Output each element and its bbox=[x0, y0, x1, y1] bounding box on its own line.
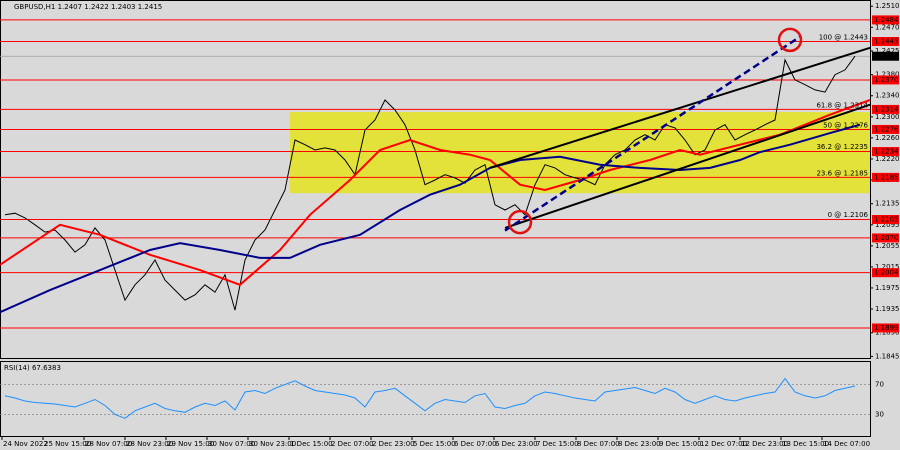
fib-label: 0 @ 1.2106 bbox=[828, 211, 869, 219]
level-tag bbox=[872, 124, 899, 134]
y-tick-label: 1.2510 bbox=[875, 2, 900, 10]
x-tick-label: 14 Dec 07:00 bbox=[823, 440, 870, 448]
level-label: 1.2276 bbox=[874, 125, 899, 133]
level-label: 1.2234 bbox=[874, 148, 899, 156]
level-tag bbox=[872, 323, 899, 333]
x-tick-label: 13 Dec 15:00 bbox=[782, 440, 829, 448]
level-tag bbox=[872, 172, 899, 182]
x-tick-label: 5 Dec 15:00 bbox=[413, 440, 456, 448]
last-price-tag bbox=[872, 51, 899, 61]
x-tick-label: 30 Nov 23:00 bbox=[249, 440, 296, 448]
x-tick-label: 28 Nov 07:00 bbox=[85, 440, 132, 448]
fib-label: 61.8 @ 1.2314 bbox=[816, 101, 868, 109]
x-tick-label: 2 Dec 23:00 bbox=[372, 440, 415, 448]
level-label: 1.2070 bbox=[874, 234, 899, 242]
y-tick-label: 1.1975 bbox=[875, 284, 900, 292]
y-tick-label: 1.2055 bbox=[875, 242, 900, 250]
level-label: 1.2314 bbox=[874, 105, 899, 113]
fib-label: 50 @ 1.2276 bbox=[823, 121, 868, 129]
y-tick-label: 1.2340 bbox=[875, 92, 900, 100]
level-tag bbox=[872, 268, 899, 278]
x-tick-label: 1 Dec 15:00 bbox=[290, 440, 333, 448]
fib-label: 23.6 @ 1.2185 bbox=[816, 169, 868, 177]
rsi-tick-label: 70 bbox=[875, 381, 884, 389]
y-tick-label: 1.2470 bbox=[875, 23, 900, 31]
level-label: 1.1899 bbox=[874, 324, 899, 332]
y-tick-label: 1.2380 bbox=[875, 71, 900, 79]
level-tag bbox=[872, 15, 899, 25]
level-tag bbox=[872, 147, 899, 157]
x-tick-label: 29 Nov 15:00 bbox=[167, 440, 214, 448]
y-tick-label: 1.2135 bbox=[875, 200, 900, 208]
y-tick-label: 1.2425 bbox=[875, 47, 900, 55]
x-tick-label: 8 Dec 23:00 bbox=[618, 440, 661, 448]
level-tag bbox=[872, 214, 899, 224]
rsi-line bbox=[4, 377, 856, 419]
y-tick-label: 1.1845 bbox=[875, 352, 900, 360]
x-tick-label: 8 Dec 07:00 bbox=[577, 440, 620, 448]
level-label: 1.2484 bbox=[874, 16, 899, 24]
moving-average bbox=[0, 123, 861, 314]
x-tick-label: 30 Nov 07:00 bbox=[208, 440, 255, 448]
level-label: 1.2105 bbox=[874, 215, 899, 223]
trendline bbox=[489, 46, 871, 169]
y-tick-label: 1.2095 bbox=[875, 221, 900, 229]
x-tick-label: 28 Nov 23:00 bbox=[126, 440, 173, 448]
fib-label: 100 @ 1.2443 bbox=[819, 33, 868, 41]
fib-label: 36.2 @ 1.2235 bbox=[816, 143, 868, 151]
level-label: 1.2443 bbox=[874, 37, 899, 45]
level-label: 1.2004 bbox=[874, 269, 899, 277]
level-tag bbox=[872, 75, 899, 85]
y-tick-label: 1.2015 bbox=[875, 263, 900, 271]
x-tick-label: 25 Nov 15:00 bbox=[44, 440, 91, 448]
level-tag bbox=[872, 36, 899, 46]
trendline bbox=[504, 103, 871, 229]
y-tick-label: 1.2300 bbox=[875, 113, 900, 121]
moving-average bbox=[0, 99, 871, 286]
level-label: 1.2185 bbox=[874, 173, 899, 181]
x-tick-label: 6 Dec 07:00 bbox=[454, 440, 497, 448]
x-tick-label: 12 Dec 07:00 bbox=[700, 440, 747, 448]
trendline bbox=[504, 35, 801, 232]
x-tick-label: 6 Dec 23:00 bbox=[495, 440, 538, 448]
rsi-tick-label: 30 bbox=[875, 411, 884, 419]
x-tick-label: 9 Dec 15:00 bbox=[659, 440, 702, 448]
price-line bbox=[4, 55, 856, 311]
y-tick-label: 1.1935 bbox=[875, 305, 900, 313]
x-tick-label: 24 Nov 2022 bbox=[3, 440, 48, 448]
level-tag bbox=[872, 104, 899, 114]
last-price-label: 1.2415 bbox=[874, 52, 899, 60]
x-tick-label: 7 Dec 15:00 bbox=[536, 440, 579, 448]
rsi-label: RSI(14) 67.6383 bbox=[4, 364, 61, 372]
y-tick-label: 1.2220 bbox=[875, 155, 900, 163]
rsi-pane bbox=[0, 361, 871, 437]
level-label: 1.2370 bbox=[874, 76, 899, 84]
x-tick-label: 2 Dec 07:00 bbox=[331, 440, 374, 448]
highlight-circle bbox=[507, 209, 533, 235]
highlight-circle bbox=[777, 27, 803, 53]
level-tag bbox=[872, 233, 899, 243]
chart-title: GBPUSD,H1 1.2407 1.2422 1.2403 1.2415 bbox=[14, 3, 162, 11]
y-tick-label: 1.1890 bbox=[875, 329, 900, 337]
y-tick-label: 1.2260 bbox=[875, 134, 900, 142]
x-tick-label: 12 Dec 23:00 bbox=[741, 440, 788, 448]
